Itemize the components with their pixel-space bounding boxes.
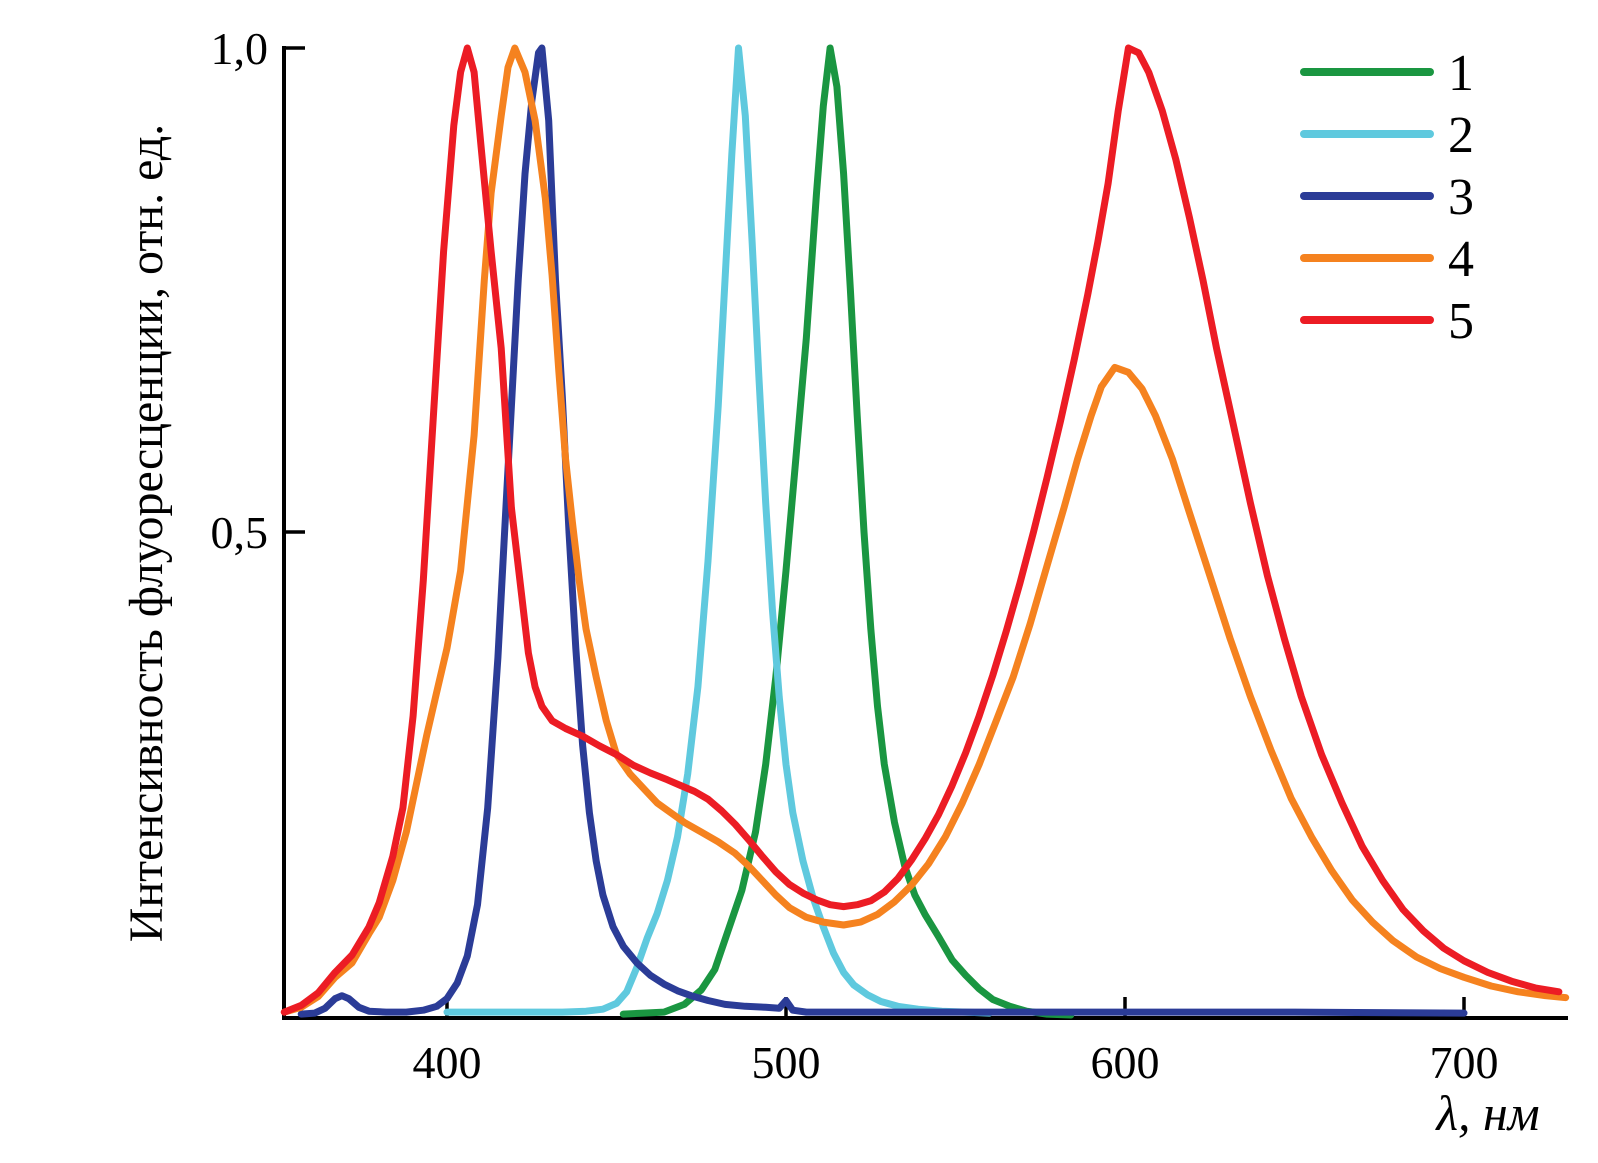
- legend-label-2: 2: [1448, 107, 1474, 164]
- x-tick-label: 600: [1091, 1037, 1160, 1088]
- legend-label-4: 4: [1448, 231, 1474, 288]
- x-axis-title: λ, нм: [1434, 1085, 1539, 1141]
- spectrum-curve-3: [297, 44, 1468, 1018]
- legend-label-3: 3: [1448, 169, 1474, 226]
- y-tick-label: 1,0: [211, 23, 269, 74]
- y-tick-label: 0,5: [211, 507, 269, 558]
- legend-label-5: 5: [1448, 293, 1474, 350]
- spectrum-curve-5: [280, 44, 1563, 1016]
- x-tick-label: 400: [413, 1037, 482, 1088]
- x-tick-label: 500: [752, 1037, 821, 1088]
- spectrum-curve-1: [619, 44, 1075, 1019]
- spectrum-curve-4: [280, 44, 1570, 1016]
- y-axis-title: Интенсивность флуоресценции, отн. ед.: [120, 124, 173, 942]
- legend-label-1: 1: [1448, 45, 1474, 102]
- x-tick-label: 700: [1430, 1037, 1499, 1088]
- spectrum-curve-2: [443, 44, 993, 1017]
